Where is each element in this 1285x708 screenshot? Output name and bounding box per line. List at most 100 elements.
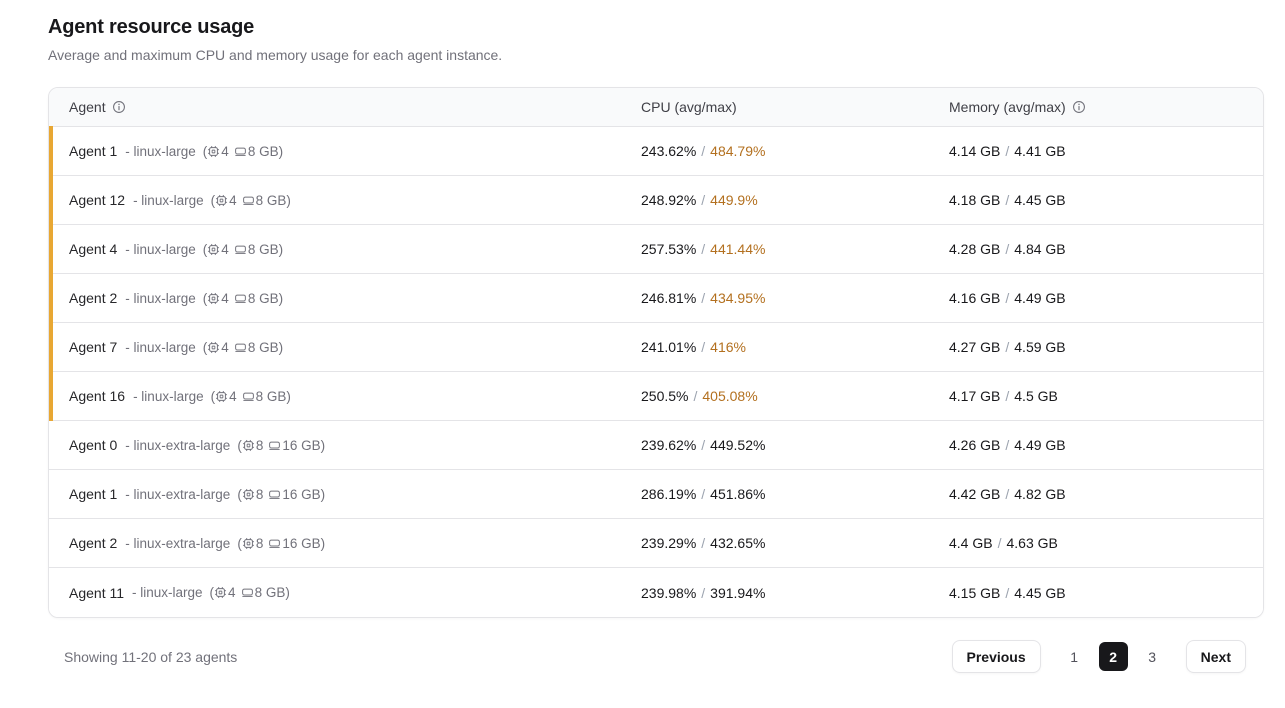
cpu-chip-icon bbox=[242, 488, 255, 501]
column-header-cpu: CPU (avg/max) bbox=[641, 99, 949, 115]
agent-cpu-cores: 8 bbox=[255, 486, 264, 502]
memory-icon bbox=[242, 194, 255, 207]
table-row[interactable]: Agent 4 - linux-large ( bbox=[49, 224, 1263, 274]
next-page-button[interactable]: Next bbox=[1185, 640, 1246, 673]
table-row[interactable]: Agent 12 - linux-large ( bbox=[49, 175, 1263, 225]
cpu-cell: 246.81% / 434.95% bbox=[641, 290, 949, 306]
memory-max-value: 4.5 GB bbox=[1014, 388, 1058, 404]
table-row[interactable]: Agent 1 - linux-large ( bbox=[49, 126, 1263, 176]
results-summary: Showing 11-20 of 23 agents bbox=[64, 648, 238, 665]
table-header: Agent CPU (avg/max) Memory (avg/max) bbox=[49, 88, 1263, 127]
value-separator: / bbox=[1005, 486, 1010, 502]
memory-avg-value: 4.28 GB bbox=[949, 241, 1001, 257]
memory-cell: 4.28 GB / 4.84 GB bbox=[949, 241, 1263, 257]
value-separator: / bbox=[1005, 290, 1010, 306]
table-row[interactable]: Agent 0 - linux-extra-large ( bbox=[49, 421, 1263, 470]
agent-name: Agent 2 bbox=[69, 535, 118, 551]
agent-cpu-cores: 4 bbox=[221, 290, 229, 306]
agent-cpu-cores: 4 bbox=[221, 241, 229, 257]
cpu-avg-value: 286.19% bbox=[641, 486, 697, 502]
paren-open: ( bbox=[209, 585, 215, 600]
cpu-chip-icon bbox=[207, 243, 220, 256]
agent-name: Agent 2 bbox=[69, 290, 118, 306]
table-row[interactable]: Agent 7 - linux-large ( bbox=[49, 322, 1263, 372]
paren-close: ) bbox=[286, 388, 291, 404]
paren-close: ) bbox=[286, 192, 291, 208]
page-title: Agent resource usage bbox=[48, 16, 255, 38]
agents-table-card: Agent CPU (avg/max) Memory (avg/max) bbox=[48, 87, 1264, 618]
agent-cell: Agent 1 - linux-extra-large ( bbox=[49, 486, 641, 502]
value-separator: / bbox=[701, 241, 706, 257]
cpu-avg-value: 246.81% bbox=[641, 290, 697, 306]
cpu-column-label: CPU (avg/max) bbox=[641, 99, 737, 115]
agent-spec: - linux-extra-large ( bbox=[125, 438, 325, 453]
previous-page-button[interactable]: Previous bbox=[951, 640, 1041, 673]
value-separator: / bbox=[701, 584, 706, 601]
cpu-max-value: 441.44% bbox=[710, 241, 766, 257]
memory-icon bbox=[268, 488, 281, 501]
memory-max-value: 4.63 GB bbox=[1006, 535, 1058, 551]
agent-ram: 8 GB bbox=[247, 339, 279, 355]
table-row[interactable]: Agent 2 - linux-extra-large ( bbox=[49, 519, 1263, 568]
agent-ram: 8 GB bbox=[247, 241, 279, 257]
page-button-2-active[interactable]: 2 bbox=[1098, 642, 1128, 671]
memory-icon bbox=[268, 537, 281, 550]
paren-open: ( bbox=[237, 486, 242, 502]
cpu-max-value: 405.08% bbox=[702, 388, 758, 404]
agent-ram: 8 GB bbox=[254, 585, 286, 600]
cpu-cell: 239.29% / 432.65% bbox=[641, 535, 949, 551]
cpu-chip-icon bbox=[207, 145, 220, 158]
value-separator: / bbox=[701, 437, 706, 453]
table-row[interactable]: Agent 11 - linux-large ( bbox=[49, 568, 1263, 617]
agent-instance-type: - linux-large bbox=[132, 585, 203, 600]
cpu-cell: 241.01% / 416% bbox=[641, 339, 949, 355]
page-button-1[interactable]: 1 bbox=[1060, 642, 1089, 671]
agent-ram: 8 GB bbox=[247, 290, 279, 306]
cpu-max-value: 484.79% bbox=[710, 143, 766, 159]
paren-close: ) bbox=[278, 339, 284, 355]
info-icon[interactable] bbox=[112, 100, 126, 114]
info-icon[interactable] bbox=[1072, 100, 1086, 114]
agent-name: Agent 7 bbox=[69, 339, 118, 355]
agent-instance-type: - linux-large bbox=[133, 388, 204, 404]
memory-max-value: 4.84 GB bbox=[1014, 241, 1066, 257]
agent-cpu-cores: 4 bbox=[229, 388, 237, 404]
memory-icon bbox=[234, 292, 247, 305]
paren-close: ) bbox=[320, 535, 326, 551]
page-button-3[interactable]: 3 bbox=[1138, 642, 1167, 671]
cpu-avg-value: 239.62% bbox=[641, 437, 697, 453]
paren-close: ) bbox=[278, 241, 284, 257]
memory-max-value: 4.45 GB bbox=[1014, 584, 1066, 601]
memory-cell: 4.15 GB / 4.45 GB bbox=[949, 585, 1263, 601]
paren-close: ) bbox=[285, 585, 290, 600]
agent-name: Agent 11 bbox=[69, 584, 125, 601]
cpu-cell: 286.19% / 451.86% bbox=[641, 486, 949, 502]
table-row[interactable]: Agent 2 - linux-large ( bbox=[49, 273, 1263, 323]
value-separator: / bbox=[1005, 339, 1010, 355]
table-row[interactable]: Agent 16 - linux-large ( bbox=[49, 371, 1263, 421]
memory-cell: 4.26 GB / 4.49 GB bbox=[949, 437, 1263, 453]
agent-spec: - linux-large ( bbox=[133, 389, 291, 404]
paren-close: ) bbox=[278, 143, 284, 159]
agent-spec: - linux-large ( bbox=[125, 291, 283, 306]
memory-avg-value: 4.18 GB bbox=[949, 192, 1001, 208]
agent-spec: - linux-large ( bbox=[125, 242, 283, 257]
agent-cell: Agent 4 - linux-large ( bbox=[49, 241, 641, 257]
value-separator: / bbox=[1005, 192, 1010, 208]
cpu-max-value: 434.95% bbox=[710, 290, 766, 306]
table-body: Agent 1 - linux-large ( bbox=[49, 126, 1263, 617]
agent-cpu-cores: 4 bbox=[221, 339, 229, 355]
memory-max-value: 4.49 GB bbox=[1014, 437, 1066, 453]
table-footer: Showing 11-20 of 23 agents Previous 1 2 … bbox=[48, 640, 1264, 673]
column-header-memory: Memory (avg/max) bbox=[949, 99, 1263, 115]
paren-close: ) bbox=[320, 486, 326, 502]
memory-max-value: 4.41 GB bbox=[1014, 143, 1066, 159]
table-row[interactable]: Agent 1 - linux-extra-large ( bbox=[49, 470, 1263, 519]
cpu-avg-value: 239.98% bbox=[641, 584, 697, 601]
memory-max-value: 4.45 GB bbox=[1014, 192, 1066, 208]
paren-open: ( bbox=[237, 535, 242, 551]
agent-ram: 16 GB bbox=[282, 535, 321, 551]
memory-icon bbox=[234, 243, 247, 256]
cpu-chip-icon bbox=[215, 194, 228, 207]
agent-ram: 8 GB bbox=[255, 388, 287, 404]
